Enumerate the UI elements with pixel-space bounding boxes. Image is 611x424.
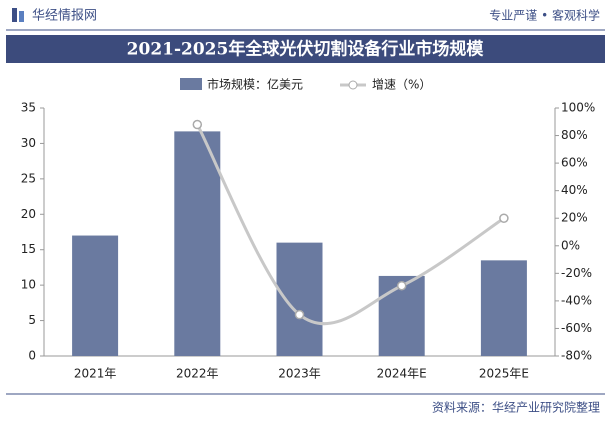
y2-tick-label: 20% [561,211,588,225]
growth-point [192,119,203,130]
legend-label: 市场规模：亿美元 [207,77,303,92]
growth-point [499,213,509,223]
bar [174,131,221,356]
logo-icon [12,8,17,22]
legend-swatch [180,78,202,90]
y2-tick-label: 0% [561,238,580,252]
y-tick-label: 0 [28,349,36,363]
y2-tick-label: 40% [561,183,588,197]
y2-tick-label: 60% [561,156,588,170]
source: 资料来源：华经产业研究院整理 [432,400,600,415]
slogan: 专业严谨 • 客观科学 [489,8,600,23]
y-tick-label: 15 [21,242,36,256]
bar [72,235,119,356]
logo-text: 华经情报网 [32,9,97,24]
bar [276,242,323,356]
growth-point [396,280,407,291]
growth-point [294,309,305,320]
y2-tick-label: -60% [561,321,592,335]
y2-tick-label: 80% [561,128,588,142]
y-tick-label: 25 [21,171,36,185]
bar [480,260,527,356]
y-tick-label: 10 [21,278,36,292]
x-tick-label: 2023年 [278,367,321,381]
y-tick-label: 35 [21,101,36,115]
x-tick-label: 2021年 [74,367,117,381]
y2-tick-label: -80% [561,349,592,363]
x-tick-label: 2025年E [479,367,529,381]
logo-icon [19,11,24,22]
y-tick-label: 30 [21,136,36,150]
legend-label: 增速（%） [372,78,431,92]
y2-tick-label: -40% [561,293,592,307]
growth-line [195,123,505,326]
y-tick-label: 5 [28,313,36,327]
y2-tick-label: -20% [561,266,592,280]
y2-tick-label: 100% [561,101,595,115]
chart-title: 2021-2025年全球光伏切割设备行业市场规模 [127,39,485,60]
x-tick-label: 2022年 [176,367,219,381]
y-tick-label: 20 [21,207,36,221]
legend-swatch [348,80,358,90]
title-bar [6,35,605,63]
x-tick-label: 2024年E [377,367,427,381]
